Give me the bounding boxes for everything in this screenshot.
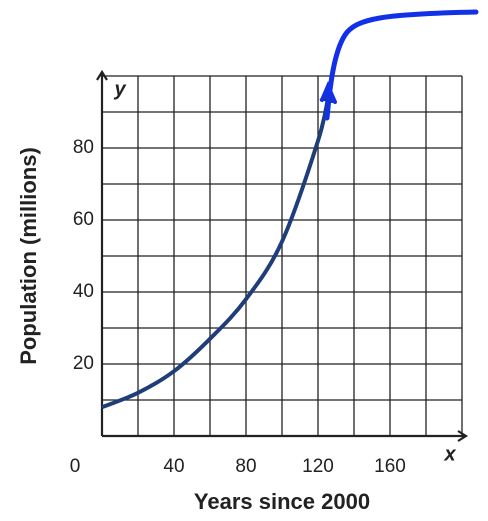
y-axis-name: y xyxy=(113,78,126,100)
x-tick-label: 40 xyxy=(163,456,184,477)
y-tick-label: 60 xyxy=(73,209,94,230)
data-line xyxy=(101,86,335,410)
y-tick-label: 20 xyxy=(73,353,94,374)
y-axis-label: Population (millions) xyxy=(16,147,41,365)
origin-label: 0 xyxy=(70,456,81,477)
y-axis xyxy=(96,69,108,436)
hand-drawn-annotation xyxy=(324,9,479,121)
x-axis-label: Years since 2000 xyxy=(194,489,370,514)
x-tick-label: 120 xyxy=(302,456,334,477)
x-tick-label: 80 xyxy=(235,456,256,477)
x-tick-label: 160 xyxy=(374,456,406,477)
x-axis-name: x xyxy=(443,443,456,465)
hand-drawn-arrow xyxy=(320,80,337,104)
y-tick-label: 80 xyxy=(73,137,94,158)
y-tick-label: 40 xyxy=(73,281,94,302)
x-axis xyxy=(102,430,469,442)
